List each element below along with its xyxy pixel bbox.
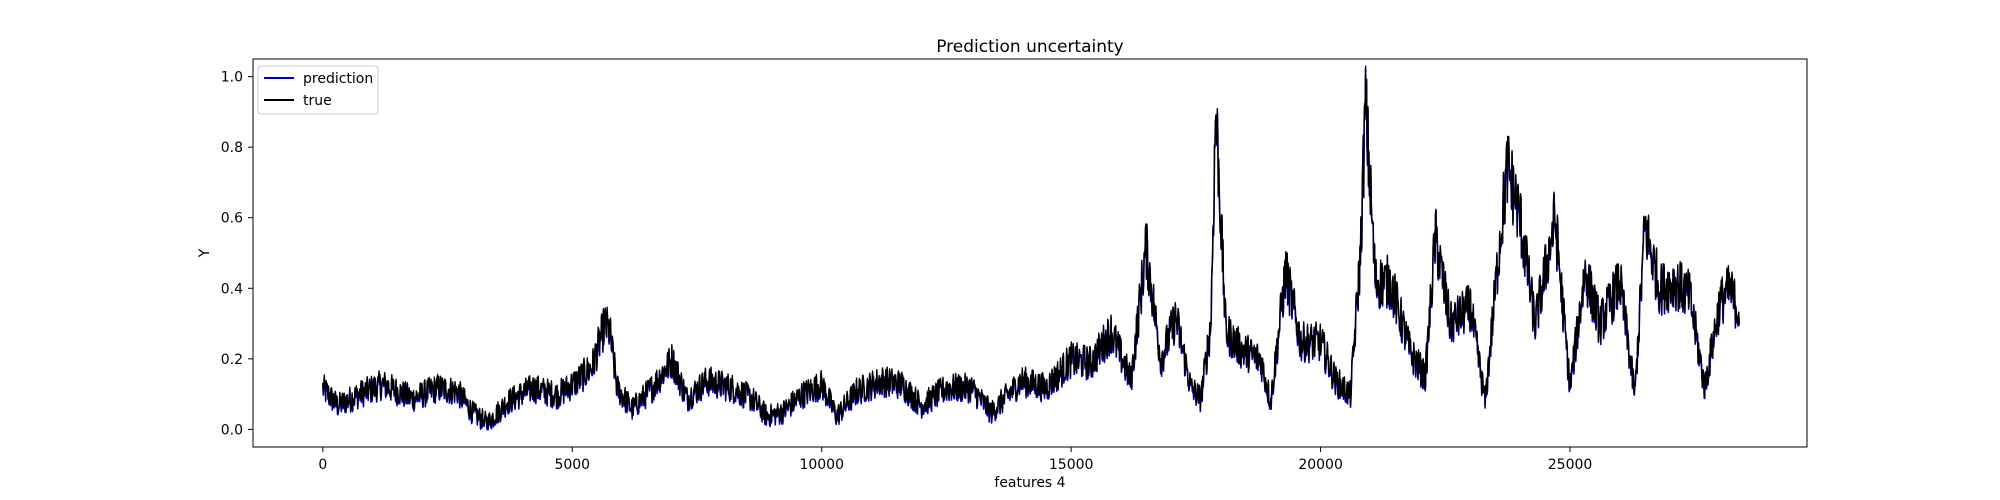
legend-label-prediction: prediction bbox=[303, 71, 373, 87]
x-tick-label: 20000 bbox=[1298, 457, 1343, 473]
chart-title: Prediction uncertainty bbox=[936, 37, 1124, 57]
y-tick-label: 0.6 bbox=[221, 211, 243, 227]
x-tick-label: 5000 bbox=[554, 457, 590, 473]
legend-label-true: true bbox=[303, 93, 332, 109]
y-axis: 0.0 0.2 0.4 0.6 0.8 1.0 bbox=[221, 70, 253, 438]
y-tick-label: 1.0 bbox=[221, 70, 243, 86]
x-tick-label: 15000 bbox=[1049, 457, 1094, 473]
legend: prediction true bbox=[257, 65, 379, 115]
x-tick-label: 25000 bbox=[1548, 457, 1593, 473]
x-axis-label: features 4 bbox=[994, 475, 1065, 491]
y-tick-label: 0.0 bbox=[221, 422, 243, 438]
y-tick-label: 0.4 bbox=[221, 281, 243, 297]
y-tick-label: 0.2 bbox=[221, 352, 243, 368]
x-axis: 0 5000 10000 15000 20000 25000 bbox=[318, 447, 1592, 473]
plot-area bbox=[322, 65, 1741, 431]
y-axis-label: Y bbox=[197, 248, 213, 258]
series-line-true bbox=[322, 65, 1741, 429]
x-tick-label: 0 bbox=[318, 457, 327, 473]
x-tick-label: 10000 bbox=[799, 457, 844, 473]
plot-frame bbox=[252, 58, 1808, 448]
y-tick-label: 0.8 bbox=[221, 140, 243, 156]
